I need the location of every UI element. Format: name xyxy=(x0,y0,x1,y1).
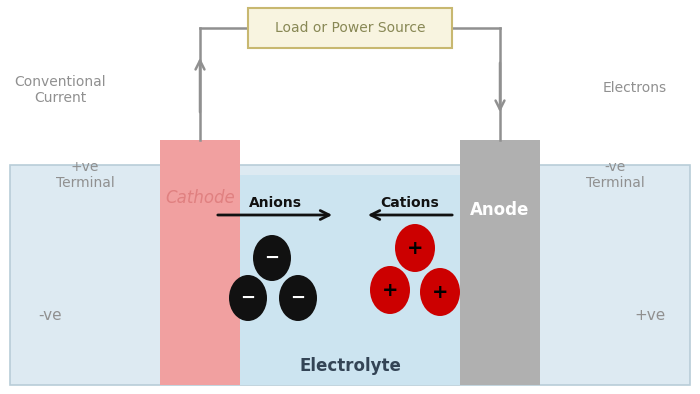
Bar xyxy=(460,140,540,385)
Ellipse shape xyxy=(395,224,435,272)
Text: +: + xyxy=(407,238,424,258)
Bar xyxy=(210,175,490,385)
Text: -ve
Terminal: -ve Terminal xyxy=(586,160,645,190)
Text: +ve
Terminal: +ve Terminal xyxy=(55,160,114,190)
Bar xyxy=(160,140,240,385)
Text: Anode: Anode xyxy=(470,201,530,219)
Ellipse shape xyxy=(279,275,317,321)
Text: -ve: -ve xyxy=(38,307,62,323)
Text: +: + xyxy=(382,281,398,299)
Text: +ve: +ve xyxy=(634,307,666,323)
Text: Load or Power Source: Load or Power Source xyxy=(274,21,426,35)
Ellipse shape xyxy=(229,275,267,321)
Text: +: + xyxy=(432,282,448,301)
Ellipse shape xyxy=(420,268,460,316)
Text: Conventional
Current: Conventional Current xyxy=(14,75,106,105)
Text: Cathode: Cathode xyxy=(165,189,235,207)
Ellipse shape xyxy=(370,266,410,314)
Ellipse shape xyxy=(253,235,291,281)
Text: Electrolyte: Electrolyte xyxy=(299,357,401,375)
Text: −: − xyxy=(290,289,306,307)
Bar xyxy=(248,8,452,48)
Text: −: − xyxy=(240,289,256,307)
Text: −: − xyxy=(265,249,279,267)
Text: Electrons: Electrons xyxy=(603,81,667,95)
Bar xyxy=(10,165,690,385)
Text: Anions: Anions xyxy=(248,196,302,210)
Text: Cations: Cations xyxy=(381,196,440,210)
